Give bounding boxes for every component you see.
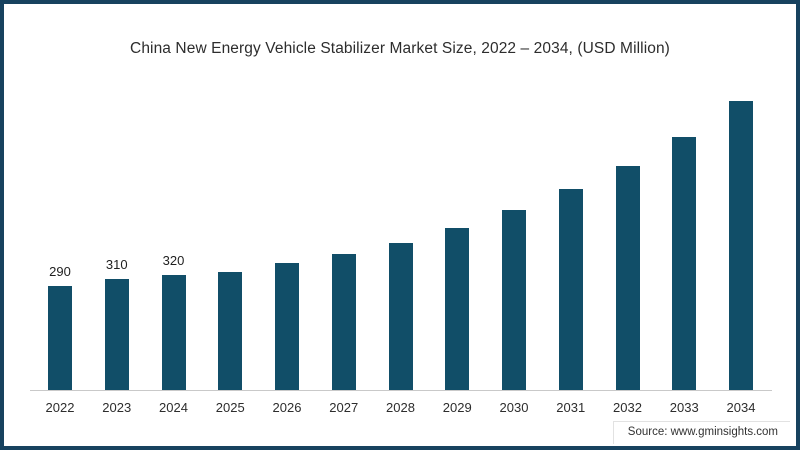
bar-2031 — [558, 189, 583, 390]
bar-column-2029: 2029 — [443, 228, 472, 415]
x-tick-label-2024: 2024 — [159, 400, 188, 415]
plot-area: 290 2022 310 2023 320 2024 2025 2026 2027 2028 202… — [46, 90, 755, 415]
bar-column-2025: 2025 — [216, 272, 245, 415]
bar-column-2031: 2031 — [556, 189, 585, 415]
bar-column-2026: 2026 — [273, 263, 301, 415]
x-tick-label-2033: 2033 — [669, 400, 699, 415]
bar-value-label-2023: 310 — [105, 257, 128, 272]
bar-2022 — [48, 286, 72, 390]
x-tick-label-2032: 2032 — [613, 400, 642, 415]
bar-2024 — [161, 275, 186, 390]
bar-2026 — [275, 263, 299, 390]
source-text: Source: www.gminsights.com — [627, 426, 778, 438]
x-tick-label-2031: 2031 — [556, 400, 586, 415]
bar-column-2023: 310 2023 — [102, 257, 131, 415]
x-tick-label-2029: 2029 — [442, 400, 472, 415]
bar-2032 — [615, 166, 640, 390]
bar-2028 — [388, 243, 413, 390]
bar-2030 — [502, 210, 526, 390]
x-tick-label-2030: 2030 — [499, 400, 529, 415]
bar-column-2030: 2030 — [500, 210, 528, 415]
source-attribution: Source: www.gminsights.com — [612, 421, 790, 444]
bar-column-2022: 290 2022 — [46, 264, 75, 415]
bar-2029 — [445, 228, 470, 390]
x-tick-label-2023: 2023 — [102, 400, 132, 415]
bar-column-2033: 2033 — [670, 137, 699, 415]
chart-title: China New Energy Vehicle Stabilizer Mark… — [130, 40, 670, 57]
bar-2023 — [104, 279, 129, 390]
x-tick-label-2027: 2027 — [329, 400, 359, 415]
bar-2034 — [729, 101, 753, 390]
x-tick-label-2026: 2026 — [272, 400, 302, 415]
x-tick-label-2034: 2034 — [726, 400, 756, 415]
bar-column-2034: 2034 — [727, 101, 755, 415]
x-tick-label-2022: 2022 — [45, 400, 75, 415]
bar-column-2028: 2028 — [386, 243, 415, 415]
bar-value-label-2022: 290 — [49, 264, 71, 279]
bar-2033 — [672, 137, 697, 390]
bar-2025 — [218, 272, 243, 390]
bar-column-2024: 320 2024 — [159, 253, 188, 415]
bar-column-2027: 2027 — [329, 254, 358, 415]
bar-column-2032: 2032 — [613, 166, 642, 415]
bar-value-label-2024: 320 — [162, 253, 185, 268]
x-tick-label-2025: 2025 — [215, 400, 245, 415]
bar-2027 — [331, 254, 356, 390]
x-tick-label-2028: 2028 — [386, 400, 415, 415]
x-axis-line — [30, 390, 772, 391]
